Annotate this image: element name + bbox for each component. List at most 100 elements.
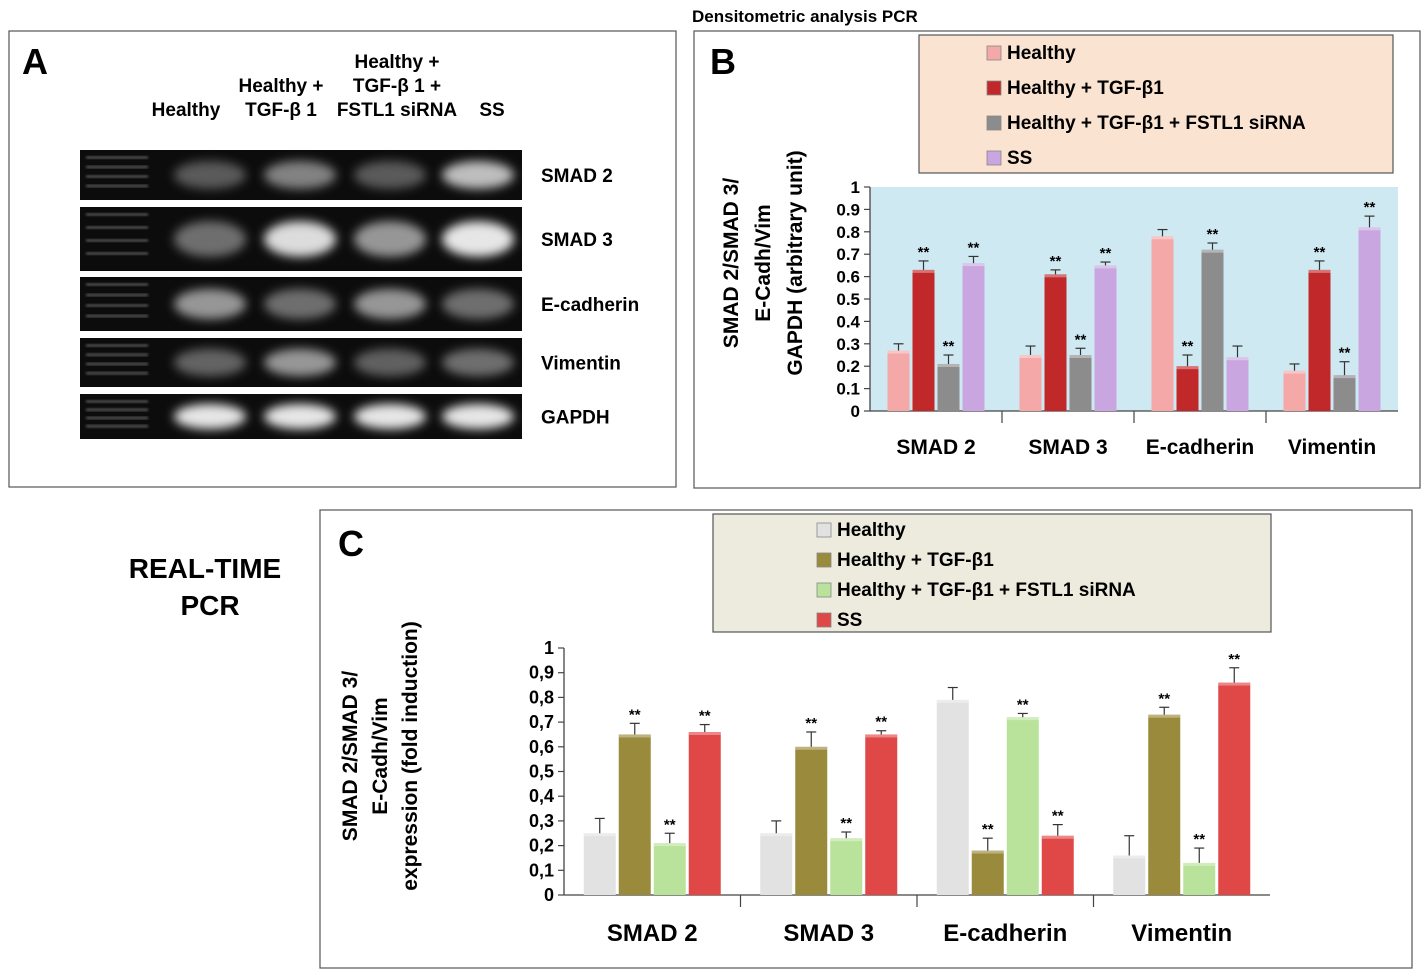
ladder-band [86, 293, 148, 297]
legend-box [712, 513, 1272, 633]
bar [1019, 355, 1042, 411]
y-tick-label: 0,3 [529, 811, 554, 831]
bar-highlight [1094, 265, 1117, 269]
ladder-band [86, 400, 148, 403]
legend-label: Healthy + TGF-β1 + FSTL1 siRNA [1007, 113, 1306, 134]
panel-a-label: A [22, 41, 48, 82]
bar [1044, 274, 1067, 411]
ladder-band [86, 304, 148, 307]
gene-label: Vimentin [541, 354, 621, 375]
ladder-band [86, 239, 148, 242]
legend-label: Healthy [1007, 43, 1076, 64]
significance-marker: ** [699, 708, 711, 725]
gel-band [354, 348, 426, 377]
bar [688, 731, 721, 895]
legend-label: SS [1007, 148, 1032, 169]
significance-marker: ** [982, 821, 994, 838]
bar [1041, 835, 1074, 895]
bar-highlight [1151, 236, 1174, 240]
gel-band [442, 348, 514, 377]
chart-c: Healthy Healthy + TGF-β1 Healthy + TGF-β1 … [339, 513, 1272, 947]
bar-highlight [1019, 355, 1042, 358]
bar-highlight [1283, 370, 1306, 374]
y-tick-label: 0.3 [836, 335, 860, 354]
bar-highlight [653, 843, 686, 847]
bar-highlight [618, 734, 651, 738]
y-tick-label: 0.4 [836, 312, 860, 331]
ladder-band [86, 344, 148, 347]
bar-highlight [1358, 227, 1381, 231]
significance-marker: ** [1182, 338, 1194, 355]
bar [912, 269, 935, 411]
y-tick-label: 0.1 [836, 380, 860, 399]
y-tick-label: 0,8 [529, 687, 554, 707]
ladder-band [86, 226, 148, 229]
y-tick-label: 0,4 [529, 786, 554, 806]
realtime-title-line1: REAL-TIME [129, 553, 281, 584]
x-category-label: SMAD 3 [1028, 436, 1107, 459]
ladder-band [86, 416, 148, 420]
legend-swatch [986, 80, 1002, 96]
gel-band [264, 161, 336, 189]
panel-b-label: B [710, 41, 736, 82]
bar [653, 843, 686, 895]
gel-band [264, 288, 336, 320]
gel-band [442, 161, 514, 189]
gel-band [442, 221, 514, 257]
bar [583, 833, 616, 895]
significance-marker: ** [1052, 808, 1064, 825]
x-category-label: E-cadherin [943, 920, 1067, 947]
ladder-band [86, 362, 148, 366]
panel-c-label: C [338, 523, 364, 564]
bar-highlight [1226, 357, 1249, 361]
significance-marker: ** [875, 714, 887, 731]
lane-header-text: Healthy + [354, 52, 439, 73]
lane-header-text: Healthy [152, 100, 221, 121]
lane-header-text: TGF-β 1 + [353, 76, 441, 97]
significance-marker: ** [968, 239, 980, 256]
y-tick-label: 0,1 [529, 860, 554, 880]
ladder-band [86, 314, 148, 318]
significance-marker: ** [1100, 245, 1112, 262]
x-category-label: SMAD 3 [783, 920, 874, 947]
y-tick-label: 0.5 [836, 290, 860, 309]
bar [1201, 249, 1224, 411]
y-tick-label: 0.7 [836, 245, 860, 264]
bar [1151, 236, 1174, 411]
significance-marker: ** [1364, 199, 1376, 216]
gel-band [174, 403, 246, 430]
ladder-band [86, 252, 148, 255]
bar-highlight [936, 699, 969, 703]
bar-highlight [1148, 714, 1181, 718]
bar-highlight [1183, 862, 1216, 866]
bar [830, 838, 863, 895]
bar [795, 746, 828, 895]
lane-header-text: TGF-β 1 [245, 100, 317, 121]
significance-marker: ** [1017, 696, 1029, 713]
y-tick-label: 0.8 [836, 223, 860, 242]
lane-headers: Healthy Healthy + TGF-β 1 Healthy + TGF-β 1 … [152, 52, 505, 121]
significance-marker: ** [840, 815, 852, 832]
panel-b-title: Densitometric analysis PCR [692, 7, 918, 26]
bar-highlight [1333, 375, 1356, 379]
y-axis-label: E-Cadh/Vim [369, 697, 392, 814]
significance-marker: ** [1193, 831, 1205, 848]
significance-marker: ** [1050, 253, 1062, 270]
y-tick-label: 0 [851, 402, 860, 421]
bar-highlight [830, 838, 863, 842]
x-category-label: SMAD 2 [607, 920, 698, 947]
ladder-band [86, 156, 148, 159]
bar-highlight [1041, 835, 1074, 839]
legend-swatch [816, 552, 832, 568]
significance-marker: ** [943, 338, 955, 355]
ladder-band [86, 175, 148, 178]
lane-header-text: SS [479, 100, 504, 121]
y-tick-label: 1 [544, 638, 554, 658]
realtime-title-line2: PCR [180, 590, 239, 621]
gel-band [354, 288, 426, 320]
gel-band [442, 288, 514, 320]
bar-highlight [1113, 855, 1146, 859]
significance-marker: ** [1207, 226, 1219, 243]
ladder-band [86, 424, 148, 428]
bar-highlight [971, 850, 1004, 854]
